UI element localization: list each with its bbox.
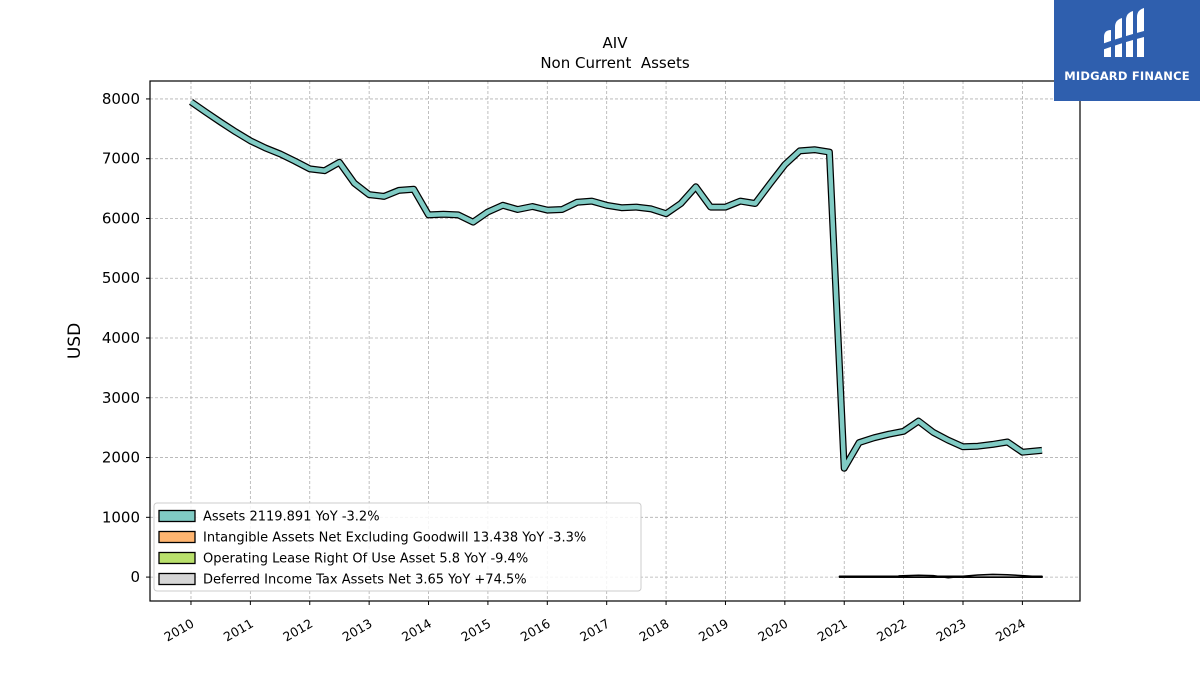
x-tick-label: 2021 — [815, 616, 850, 645]
y-tick-label: 4000 — [102, 329, 140, 347]
series-area-3 — [898, 573, 1043, 579]
legend-swatch — [158, 530, 196, 544]
legend-swatch — [158, 551, 196, 565]
y-tick-label: 3000 — [102, 389, 140, 407]
y-tick-label: 7000 — [102, 150, 140, 168]
x-tick-label: 2020 — [755, 616, 790, 645]
y-tick-label: 5000 — [102, 269, 140, 287]
midgard-logo-icon — [1102, 8, 1148, 57]
series-lines — [189, 99, 1043, 472]
legend: Assets 2119.891 YoY -3.2% Intangible Asse… — [153, 502, 642, 592]
plot-frame — [149, 80, 1081, 602]
legend-swatch — [158, 509, 196, 523]
legend-label: Operating Lease Right Of Use Asset 5.8 Y… — [203, 552, 528, 567]
chart-subtitle: Non Current Assets — [540, 54, 690, 72]
x-tick-label: 2017 — [577, 616, 612, 645]
midgard-finance-logo: MIDGARD FINANCE — [1054, 0, 1200, 101]
x-tick-label: 2024 — [993, 616, 1028, 645]
chart-title: AIV — [603, 34, 629, 52]
y-tick-label: 6000 — [102, 209, 140, 227]
y-axis-label: USD — [65, 323, 85, 359]
brand-name: MIDGARD FINANCE — [1064, 69, 1190, 83]
legend-frame — [153, 502, 642, 592]
x-tick-label: 2016 — [518, 616, 553, 645]
x-tick-label: 2015 — [458, 616, 493, 645]
x-tick-label: 2011 — [221, 616, 256, 645]
x-tick-label: 2018 — [637, 616, 672, 645]
series-line-assets — [189, 100, 1043, 471]
legend-label: Assets 2119.891 YoY -3.2% — [203, 510, 380, 525]
series-line-outline — [189, 99, 1043, 472]
x-tick-label: 2019 — [696, 616, 731, 645]
x-tick-label: 2013 — [340, 616, 375, 645]
x-tick-label: 2022 — [874, 616, 909, 645]
x-tick-label: 2010 — [161, 616, 196, 645]
x-tick-label: 2012 — [280, 616, 315, 645]
y-tick-label: 1000 — [102, 508, 140, 526]
x-tick-label: 2023 — [933, 616, 968, 645]
y-tick-label: 8000 — [102, 90, 140, 108]
legend-swatch — [158, 572, 196, 586]
x-tick-label: 2014 — [399, 616, 434, 645]
legend-label: Intangible Assets Net Excluding Goodwill… — [203, 531, 586, 546]
series-areas — [838, 573, 1043, 579]
y-tick-label: 0 — [130, 568, 140, 586]
y-tick-label: 2000 — [102, 449, 140, 467]
legend-label: Deferred Income Tax Assets Net 3.65 YoY … — [203, 573, 527, 588]
